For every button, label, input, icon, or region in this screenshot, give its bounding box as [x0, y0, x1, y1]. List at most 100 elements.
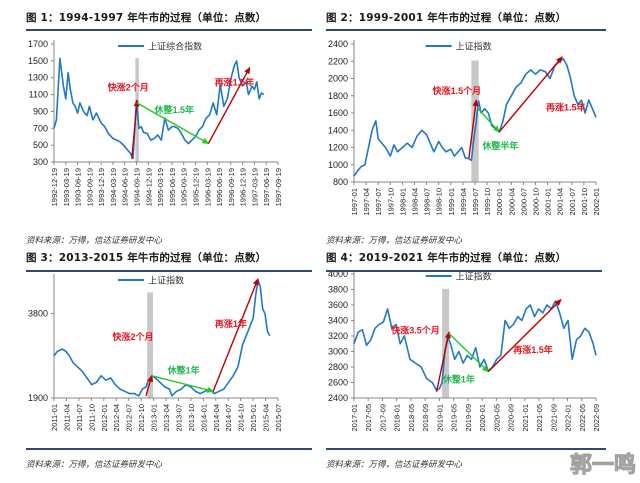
x-tick-label: 2001-10	[580, 188, 589, 216]
y-tick-label: 4000	[328, 272, 348, 279]
legend-label: 上证指数	[456, 41, 492, 52]
x-tick-label: 2017-05	[364, 404, 373, 432]
y-tick-label: 3800	[328, 285, 348, 295]
x-tick-label: 1995-09-19	[180, 168, 189, 206]
x-tick-label: 2015-07	[274, 404, 283, 432]
x-tick-label: 1998-04	[411, 188, 420, 216]
annotation-label: 再涨1年	[215, 318, 247, 329]
x-tick-label: 2018-01	[393, 404, 402, 432]
legend-label: 上证指数	[456, 272, 492, 282]
x-tick-label: 2011-10	[87, 404, 96, 431]
y-tick-label: 800	[333, 177, 348, 187]
shaded-period	[147, 292, 154, 398]
x-tick-label: 1994-12-19	[144, 168, 153, 206]
annotation-label: 再涨1.5年	[513, 344, 553, 355]
x-tick-label: 2013-07	[174, 404, 183, 432]
figure-2-rule	[326, 29, 606, 31]
x-tick-label: 2001-01	[544, 188, 553, 216]
x-tick-label: 2012-10	[137, 404, 146, 432]
y-tick-label: 500	[33, 140, 48, 150]
x-tick-label: 1993-06-19	[74, 168, 83, 206]
annotation-label: 快涨1.5个月	[433, 85, 482, 96]
y-tick-label: 1500	[28, 56, 48, 66]
rise-arrow	[468, 99, 479, 158]
figure-3-chart: 1900 3800 2011-01 2011-04 2011-07 2011-10 2012…	[28, 274, 283, 432]
annotation-label: 快涨3.5个月	[391, 325, 440, 336]
figure-4-chart: 2400 2600 2800 3000 3200 3400 3600 3800 4000 2017…	[328, 272, 601, 432]
x-tick-label: 1997-06-19	[262, 168, 271, 206]
x-tick-label: 2020-01	[478, 404, 487, 432]
x-tick-label: 2017-09	[378, 404, 387, 432]
x-tick-label: 2002-01	[592, 188, 601, 216]
x-tick-label: 1992-12-19	[50, 168, 59, 206]
x-tick-label: 2018-05	[407, 404, 416, 432]
x-tick-label: 2019-09	[464, 404, 473, 432]
figure-3-bottom-rule	[26, 448, 312, 450]
x-tick-label: 1993-09-19	[85, 168, 94, 206]
x-tick-label: 1998-01	[398, 188, 407, 216]
y-tick-label: 1300	[28, 73, 48, 83]
x-tick-label: 1996-09-19	[227, 168, 236, 206]
x-tick-label: 1995-06-19	[168, 168, 177, 206]
consolidation-arrow	[448, 333, 490, 373]
rise-arrow	[145, 374, 154, 396]
x-tick-label: 1996-12-19	[239, 168, 248, 206]
x-tick-label: 1997-09-19	[274, 168, 283, 206]
x-tick-label: 1997-01	[350, 188, 359, 216]
x-tick-label: 1995-12-19	[191, 168, 200, 206]
figure-2-chart: 800 1000 1200 1400 1600 1800 2000 2200 2400 1997-…	[328, 39, 601, 216]
x-tick-label: 2022-09	[592, 404, 601, 432]
x-tick-label: 2021-01	[521, 404, 530, 432]
x-tick-label: 1997-07	[374, 188, 383, 216]
annotation-label: 快涨2个月	[112, 331, 153, 342]
y-tick-label: 2400	[328, 39, 348, 49]
figure-4-bottom-rule	[326, 448, 606, 450]
x-tick-label: 2019-05	[450, 404, 459, 432]
figure-1-rule	[26, 29, 312, 31]
y-tick-label: 1000	[328, 160, 348, 170]
x-tick-label: 1999-10	[483, 188, 492, 216]
x-tick-label: 2021-05	[535, 404, 544, 432]
y-tick-label: 700	[33, 123, 48, 133]
figure-3-source: 资料来源：万得，信达证券研发中心	[26, 460, 163, 470]
x-tick-label: 1995-03-19	[156, 168, 165, 206]
x-tick-label: 2012-01	[100, 404, 109, 432]
annotation-label: 再涨1.5年	[215, 76, 255, 87]
x-tick-label: 2022-05	[578, 404, 587, 432]
shaded-period	[471, 60, 479, 182]
figure-2-panel: 图 2：1999-2001 年牛市的过程（单位：点数） 800 1000 1200 1…	[326, 10, 606, 240]
x-tick-label: 1997-03-19	[250, 168, 259, 206]
x-tick-label: 2014-04	[212, 404, 221, 432]
x-tick-label: 1993-03-19	[62, 168, 71, 206]
rise-arrow	[487, 298, 562, 373]
figure-4-title: 图 4：2019-2021 年牛市的过程（单位：点数）	[326, 252, 567, 264]
y-tick-label: 900	[33, 106, 48, 116]
y-tick-label: 1700	[28, 39, 48, 49]
x-tick-label: 2019-01	[435, 404, 444, 432]
x-tick-label: 2011-04	[62, 404, 71, 431]
x-tick-label: 1998-07	[423, 188, 432, 216]
annotation-label: 再涨1.5年	[546, 101, 586, 112]
y-tick-label: 3600	[328, 300, 348, 310]
x-tick-label: 2011-01	[50, 404, 59, 431]
annotation-label: 休整1年	[167, 365, 200, 376]
x-tick-label: 2012-04	[112, 404, 121, 432]
figure-1-title: 图 1：1994-1997 年牛市的过程（单位：点数）	[26, 12, 267, 24]
figure-4-panel: 图 4：2019-2021 年牛市的过程（单位：点数） 2400 2600 2800…	[326, 250, 612, 450]
x-tick-label: 1999-04	[459, 188, 468, 216]
consolidation-arrow	[136, 102, 210, 145]
x-tick-label: 2012-07	[125, 404, 134, 432]
figure-4-source: 资料来源：万得，信达证券研发中心	[326, 460, 463, 470]
x-tick-label: 1998-10	[435, 188, 444, 216]
x-tick-label: 1994-06-19	[121, 168, 130, 206]
x-tick-label: 2015-04	[262, 404, 271, 432]
figure-3-title: 图 3：2013-2015 年牛市的过程（单位：点数）	[26, 252, 267, 264]
x-tick-label: 1994-03-19	[109, 168, 118, 206]
rise-arrow	[207, 66, 251, 144]
rise-arrow	[212, 277, 259, 392]
y-tick-label: 2000	[328, 74, 348, 84]
x-tick-label: 2020-05	[492, 404, 501, 432]
y-tick-label: 1100	[29, 90, 48, 100]
legend-label: 上证综合指数	[148, 41, 202, 52]
